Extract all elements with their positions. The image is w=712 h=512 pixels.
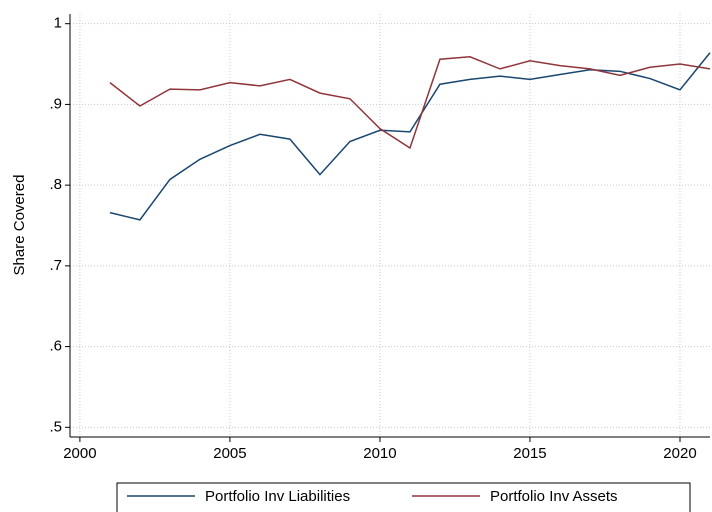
y-axis-label: Share Covered — [11, 175, 28, 276]
legend-label: Portfolio Inv Assets — [490, 488, 618, 505]
x-tick-label: 2015 — [513, 445, 546, 462]
y-tick-label: .6 — [49, 338, 62, 355]
y-tick-label: 1 — [54, 15, 62, 32]
y-tick-label: .9 — [49, 95, 62, 112]
legend-label: Portfolio Inv Liabilities — [205, 488, 350, 505]
x-tick-label: 2000 — [63, 445, 96, 462]
legend-box — [116, 482, 691, 512]
y-tick-label: .5 — [49, 418, 62, 435]
y-tick-label: .8 — [49, 176, 62, 193]
series-line — [109, 56, 711, 150]
x-tick-label: 2020 — [663, 445, 696, 462]
y-tick-label: .7 — [49, 257, 62, 274]
x-tick-label: 2010 — [363, 445, 396, 462]
x-tick-label: 2005 — [213, 445, 246, 462]
series-line — [109, 52, 711, 221]
